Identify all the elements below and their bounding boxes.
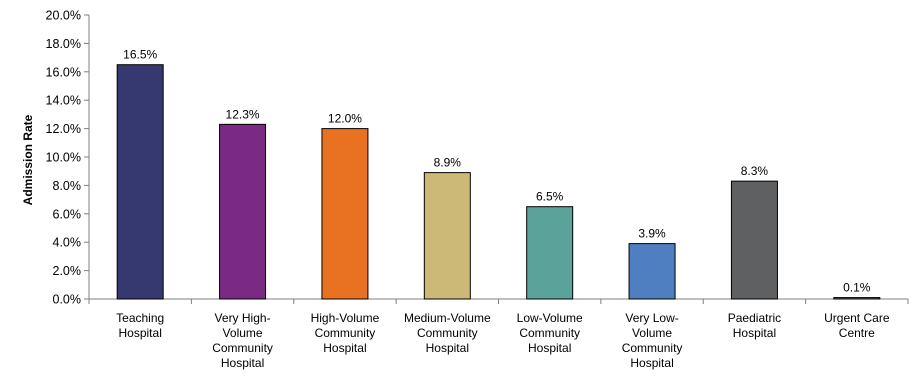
y-tick-label: 8.0% (53, 179, 82, 193)
data-label: 16.5% (123, 48, 157, 62)
y-tick-label: 0.0% (53, 293, 82, 307)
bar (219, 123, 267, 300)
data-label: 8.9% (434, 156, 462, 170)
bars: 16.5% 12.3% 12.0% 8.9% 6.5% 3.9% 8.3% 0.1% (116, 48, 881, 300)
data-label: 12.0% (328, 112, 362, 126)
x-category-label: Paediatric Hospital (728, 311, 781, 340)
data-label: 0.1% (843, 281, 871, 295)
y-tick-label: 18.0% (46, 37, 81, 51)
bar (833, 297, 881, 300)
bar (526, 206, 574, 300)
y-tick-label: 20.0% (46, 9, 81, 23)
x-category-label: Very Low-Volume Community Hospital (622, 311, 683, 370)
data-label: 8.3% (741, 164, 769, 178)
bar (116, 64, 164, 300)
data-label: 3.9% (638, 227, 666, 241)
data-label: 12.3% (226, 107, 260, 121)
y-tick-label: 6.0% (53, 207, 82, 221)
y-axis-title: Admission Rate (21, 114, 35, 205)
y-tick-label: 4.0% (53, 236, 82, 250)
x-category-label: Teaching Hospital (116, 311, 164, 340)
y-tick-label: 10.0% (46, 151, 81, 165)
bar (730, 180, 778, 300)
y-axis-ticks: 0.0% 2.0% 4.0% 6.0% 8.0% 10.0% 12.0% 14.0% 16.0%… (46, 9, 89, 307)
bar (423, 172, 471, 300)
data-label: 6.5% (536, 190, 564, 204)
y-tick-label: 14.0% (46, 94, 81, 108)
x-axis-ticks: Teaching Hospital Very High-Volume Communit… (88, 299, 909, 370)
x-category-label: Very High-Volume Community Hospital (212, 311, 273, 370)
bar (321, 128, 369, 300)
x-category-label: High-Volume Community Hospital (311, 311, 380, 355)
y-tick-label: 16.0% (46, 65, 81, 79)
x-category-label: Urgent Care Centre (824, 311, 890, 340)
x-category-label: Low-Volume Community Hospital (517, 311, 583, 355)
x-category-label: Medium-Volume Community Hospital (404, 311, 491, 355)
bar (628, 243, 676, 300)
y-tick-label: 2.0% (53, 264, 82, 278)
y-tick-label: 12.0% (46, 122, 81, 136)
